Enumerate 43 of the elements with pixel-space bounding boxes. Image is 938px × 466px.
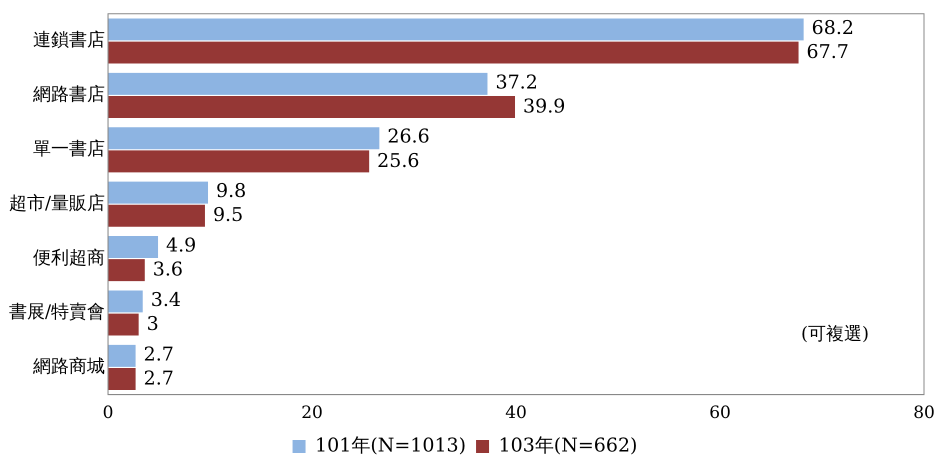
x-tick-label: 40	[505, 403, 527, 424]
bar	[108, 96, 516, 118]
bar	[108, 72, 488, 95]
legend-label: 101年(N=1013)	[315, 434, 466, 456]
x-tick-label: 20	[301, 403, 323, 424]
bar	[108, 42, 799, 64]
bar	[108, 344, 136, 367]
data-label: 67.7	[806, 41, 849, 63]
x-tick-label: 80	[913, 403, 935, 424]
y-tick-label: 網路書店	[32, 84, 106, 106]
data-label: 2.7	[144, 367, 174, 390]
y-tick-label: 連鎖書店	[33, 30, 106, 51]
data-label: 3.4	[150, 288, 181, 311]
bar	[108, 259, 145, 282]
data-label: 4.9	[166, 234, 196, 256]
data-label: 9.5	[212, 204, 244, 226]
data-label: 25.6	[377, 150, 420, 172]
bar	[108, 314, 139, 336]
bar	[108, 127, 380, 150]
bar	[108, 204, 205, 227]
data-label: 68.2	[812, 16, 854, 39]
annotation: (可複選)	[800, 323, 869, 344]
bar	[108, 236, 158, 258]
data-label: 2.7	[144, 343, 174, 366]
data-label: 3.6	[152, 258, 183, 281]
bar	[108, 150, 370, 172]
bar	[108, 368, 136, 390]
data-label: 37.2	[495, 71, 538, 94]
bar	[108, 182, 208, 204]
data-label: 9.8	[216, 180, 246, 202]
x-tick-label: 60	[709, 403, 731, 424]
data-label: 3	[146, 312, 159, 335]
y-tick-label: 單一書店	[33, 138, 106, 160]
x-tick-label: 0	[102, 403, 114, 424]
legend-label: 103年(N=662)	[498, 434, 638, 456]
y-tick-label: 便利超商	[33, 247, 106, 268]
y-tick-label: 書展/特賣會	[8, 302, 106, 323]
bar	[108, 18, 804, 40]
data-label: 39.9	[523, 95, 566, 118]
y-tick-label: 超市/量販店	[8, 192, 106, 214]
data-label: 26.6	[387, 126, 430, 148]
bar	[108, 290, 143, 312]
y-tick-label: 網路商城	[32, 356, 106, 378]
